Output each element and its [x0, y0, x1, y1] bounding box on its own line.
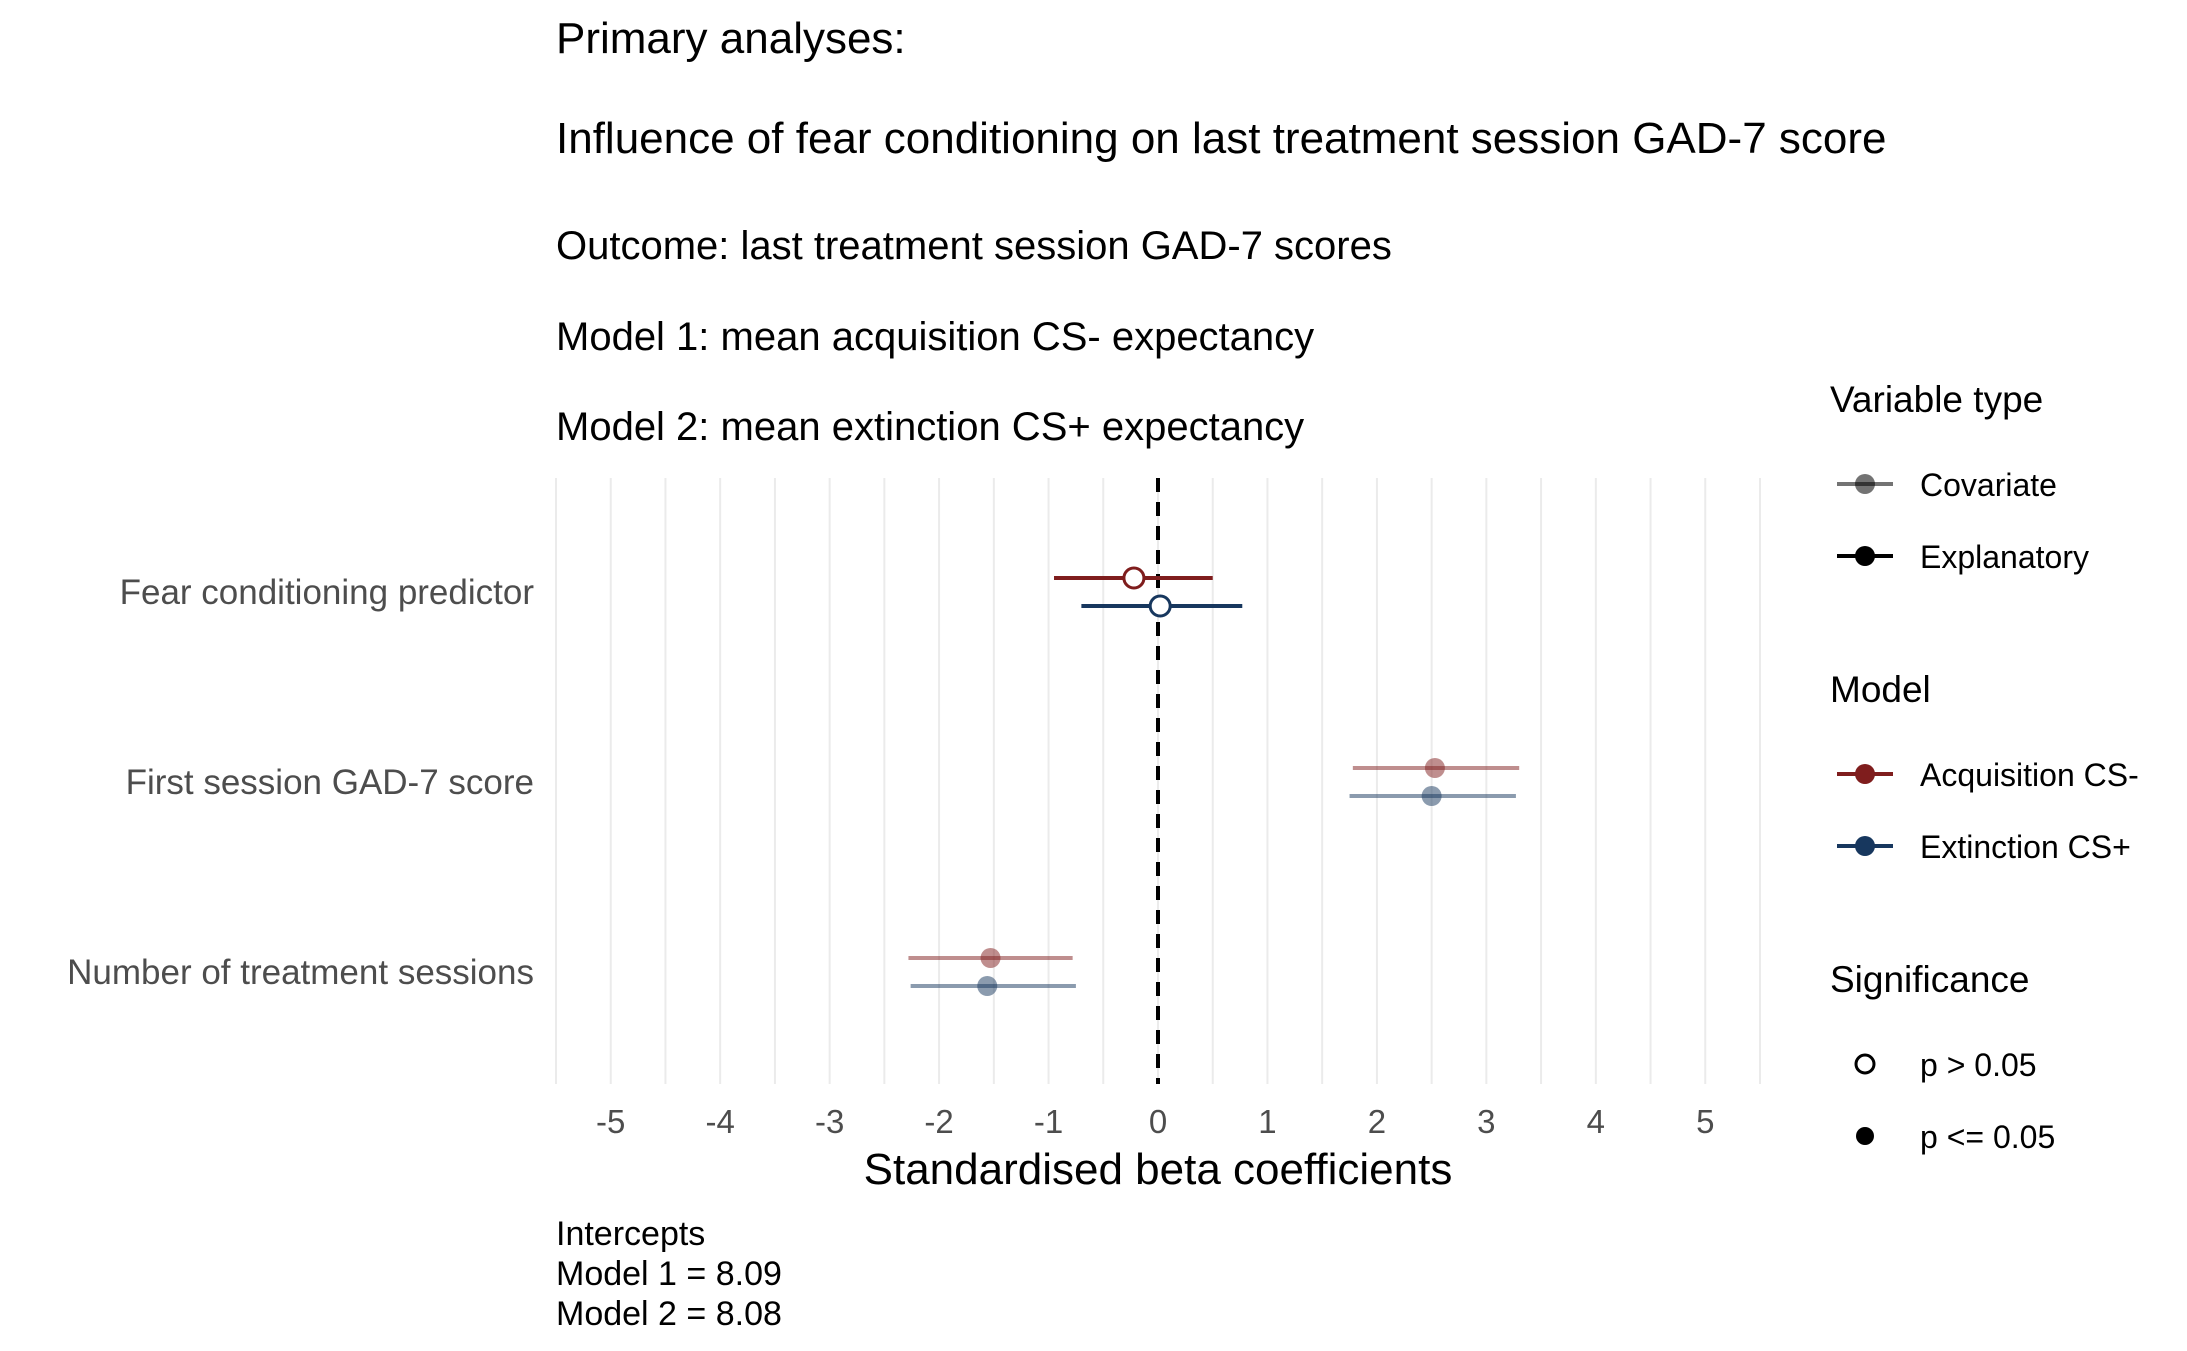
legend-label: p > 0.05: [1920, 1047, 2037, 1083]
x-tick-label: 3: [1477, 1103, 1495, 1140]
legend-key-point: [1855, 546, 1875, 566]
point-estimate: [977, 976, 998, 996]
legend-label: Explanatory: [1920, 539, 2089, 575]
description-model-2: Model 2: mean extinction CS+ expectancy: [556, 405, 1305, 449]
legend-title: Model: [1830, 669, 1931, 710]
caption-model-2: Model 2 = 8.08: [556, 1295, 782, 1333]
data-marks: [908, 566, 1520, 996]
axes: -5 -4 -3 -2 -1 0 1 2 3 4 5 Standardised beta coeffi…: [67, 573, 1714, 1194]
chart-title: Primary analyses:: [556, 14, 906, 63]
point-estimate-open: [1148, 594, 1172, 618]
legend-label: Covariate: [1920, 467, 2057, 503]
description-outcome: Outcome: last treatment session GAD-7 sc…: [556, 224, 1392, 268]
x-tick-label: -4: [706, 1103, 735, 1140]
x-tick-label: 1: [1258, 1103, 1276, 1140]
point-estimate-open: [1122, 566, 1146, 590]
x-tick-label: 2: [1368, 1103, 1386, 1140]
y-category-label: First session GAD-7 score: [126, 763, 534, 802]
x-tick-label: -2: [924, 1103, 953, 1140]
x-tick-label: 0: [1149, 1103, 1167, 1140]
legend-title: Significance: [1830, 959, 2030, 1000]
legend-key-open-circle: [1854, 1053, 1876, 1075]
x-tick-label: 4: [1587, 1103, 1605, 1140]
caption-model-1: Model 1 = 8.09: [556, 1255, 782, 1293]
description-model-1: Model 1: mean acquisition CS- expectancy: [556, 315, 1315, 359]
y-category-label: Fear conditioning predictor: [120, 573, 535, 612]
point-estimate: [980, 948, 1001, 968]
legend-label: Extinction CS+: [1920, 829, 2131, 865]
x-tick-label: -5: [596, 1103, 625, 1140]
grid-lines: [555, 478, 1761, 1084]
legend-label: Acquisition CS-: [1920, 757, 2139, 793]
legend-key-filled-circle: [1856, 1127, 1874, 1145]
legend-key-point: [1855, 474, 1875, 494]
x-tick-label: 5: [1696, 1103, 1714, 1140]
legend-key-point: [1855, 836, 1875, 856]
caption-heading: Intercepts: [556, 1215, 706, 1253]
chart-subtitle: Influence of fear conditioning on last t…: [556, 114, 1887, 163]
point-estimate: [1424, 758, 1445, 778]
x-axis-label: Standardised beta coefficients: [864, 1145, 1453, 1194]
y-category-label: Number of treatment sessions: [67, 953, 534, 992]
legend-title: Variable type: [1830, 379, 2043, 420]
legend-label: p <= 0.05: [1920, 1119, 2055, 1155]
legend-key-point: [1855, 764, 1875, 784]
point-estimate: [1421, 786, 1442, 806]
x-tick-label: -3: [815, 1103, 844, 1140]
intercepts-caption: Intercepts Model 1 = 8.09 Model 2 = 8.08: [556, 1214, 782, 1334]
legend: Variable type Covariate Explanatory Model Ac…: [1830, 379, 2139, 1155]
x-tick-label: -1: [1034, 1103, 1063, 1140]
